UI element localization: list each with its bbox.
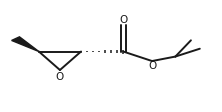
Text: O: O [56,72,64,82]
Text: O: O [119,15,127,25]
Polygon shape [12,37,39,52]
Text: O: O [148,61,156,71]
